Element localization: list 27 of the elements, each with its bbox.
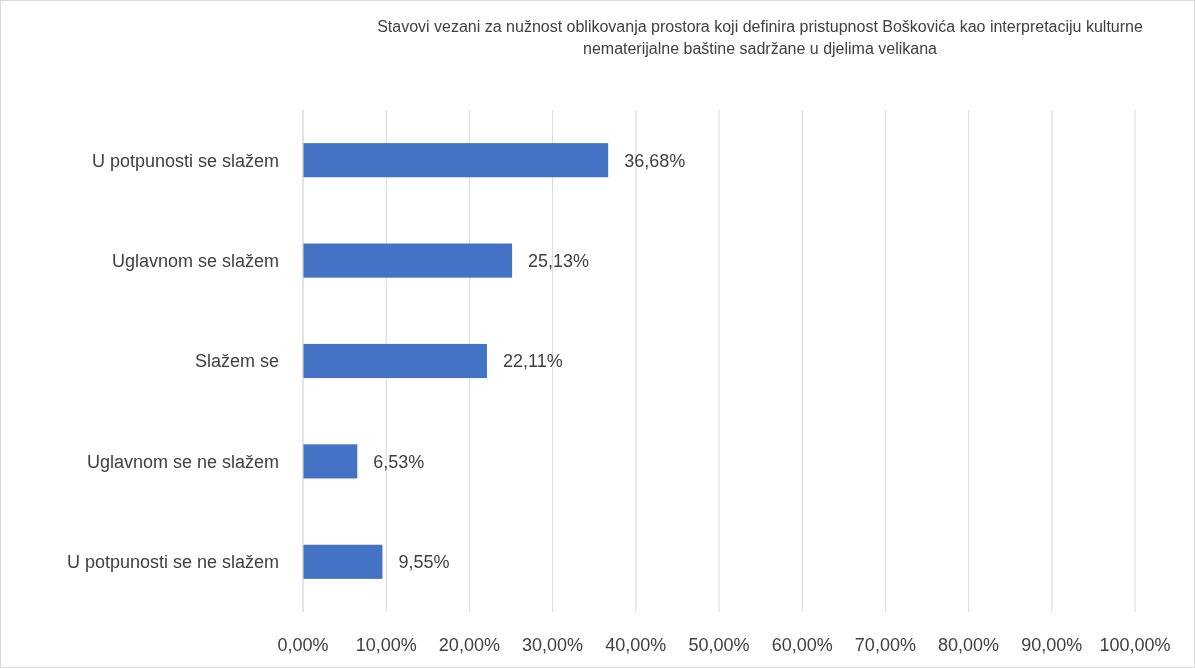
x-tick-label: 100,00% xyxy=(1099,635,1171,656)
y-tick-label: Uglavnom se ne slažem xyxy=(86,451,279,472)
x-tick-label: 10,00% xyxy=(355,635,417,656)
x-tick-label: 60,00% xyxy=(771,635,833,656)
y-tick-label: Slažem se xyxy=(194,351,279,372)
bar xyxy=(303,343,487,379)
x-tick-label: 50,00% xyxy=(688,635,750,656)
data-label: 9,55% xyxy=(398,552,450,573)
x-tick-label: 80,00% xyxy=(938,635,1000,656)
y-tick-label: Uglavnom se slažem xyxy=(111,250,279,271)
bar xyxy=(303,444,358,479)
bar xyxy=(303,544,383,579)
x-tick-label: 20,00% xyxy=(438,635,500,656)
data-label: 36,68% xyxy=(624,150,686,171)
y-tick-label: U potpunosti se slažem xyxy=(91,150,279,171)
bar xyxy=(303,143,609,178)
bar xyxy=(303,243,513,278)
x-tick-label: 70,00% xyxy=(854,635,916,656)
x-tick-label: 0,00% xyxy=(277,635,329,656)
y-tick-label: U potpunosti se ne slažem xyxy=(66,552,279,573)
data-label: 25,13% xyxy=(528,250,590,271)
x-tick-label: 40,00% xyxy=(605,635,667,656)
chart-title: Stavovi vezani za nužnost oblikovanja prostora koji definira pristupnost Boškovića kao interpretaciju kulturne nematerijalne baštine sadržane u djelima velikana xyxy=(376,17,1144,59)
x-tick-label: 30,00% xyxy=(522,635,584,656)
x-tick-label: 90,00% xyxy=(1021,635,1083,656)
data-label: 22,11% xyxy=(502,351,563,372)
data-label: 6,53% xyxy=(373,451,425,472)
